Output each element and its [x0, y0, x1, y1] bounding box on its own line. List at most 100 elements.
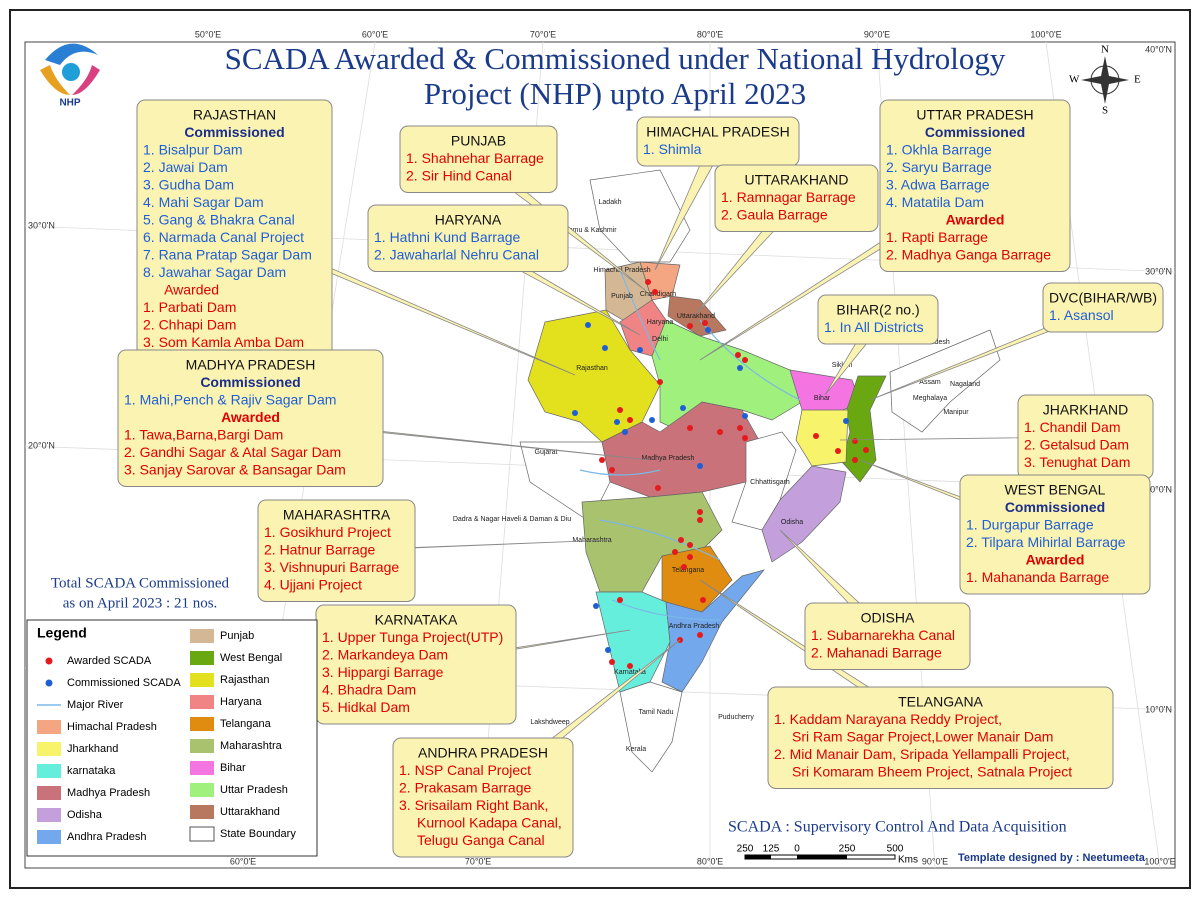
map-label: Delhi — [652, 336, 668, 343]
scale-label: 0 — [794, 844, 800, 855]
map-label: Punjab — [611, 293, 633, 300]
map-label: Chandigarh — [640, 291, 676, 298]
graticule-label: 50°0'E — [195, 29, 221, 39]
callout-item: 2. Mid Manair Dam, Sripada Yellampalli P… — [774, 746, 1070, 762]
group-heading: Commissioned — [184, 124, 284, 140]
callout-item: 1. In All Districts — [824, 319, 924, 335]
callout-title: KARNATAKA — [375, 612, 458, 628]
scale-label: 500 — [887, 844, 904, 855]
awarded-dot — [627, 663, 633, 669]
scale-label: 250 — [737, 844, 754, 855]
graticule-label: 90°0'E — [922, 856, 948, 866]
legend-label: Uttarakhand — [220, 806, 280, 818]
legend-swatch — [37, 786, 61, 800]
group-heading: Awarded — [946, 212, 1005, 228]
river — [579, 469, 661, 476]
compass-letter: S — [1102, 105, 1108, 117]
legend-label: Commissioned SCADA — [67, 677, 181, 689]
legend-label: State Boundary — [220, 828, 296, 840]
commissioned-dot — [602, 345, 608, 351]
callout-item: 1. Asansol — [1049, 307, 1114, 323]
map-label: Chhattisgarh — [750, 479, 790, 486]
awarded-dot — [609, 467, 615, 473]
callout-item: 4. Mahi Sagar Dam — [143, 194, 264, 210]
river — [599, 519, 721, 561]
awarded-dot — [717, 429, 723, 435]
map-label: Sikkim — [832, 362, 853, 369]
states — [519, 169, 1001, 773]
legend-label: Odisha — [67, 809, 103, 821]
callout: DVC(BIHAR/WB)1. Asansol — [1042, 282, 1164, 333]
callout-item: 2. Sir Hind Canal — [406, 168, 512, 184]
callout-item: 1. Mahi,Pench & Rajiv Sagar Dam — [124, 392, 336, 408]
graticule-label: 10°0'N — [1145, 704, 1172, 714]
graticule-label: 20°0'N — [28, 440, 55, 450]
awarded-dot — [835, 448, 841, 454]
callout-item: 1. Mahananda Barrage — [966, 569, 1109, 585]
scada-dots — [572, 279, 869, 669]
state-shape — [651, 319, 803, 433]
graticule-label: 40°0'N — [1145, 44, 1172, 54]
callout-box — [879, 99, 1071, 272]
group-heading: Commissioned — [200, 374, 300, 390]
legend-label: Bihar — [220, 762, 246, 774]
state-shape — [619, 681, 683, 773]
callout-item: 1. NSP Canal Project — [399, 762, 531, 778]
callout-box — [1042, 282, 1164, 333]
callout-item: Sri Komaram Bheem Project, Satnala Proje… — [792, 764, 1072, 780]
logo-wave — [45, 43, 98, 65]
awarded-dot — [627, 417, 633, 423]
callout-item: 1. Shahnehar Barrage — [406, 150, 544, 166]
legend-title: Legend — [37, 625, 87, 641]
logo-hand — [40, 65, 70, 95]
commissioned-dot — [622, 429, 628, 435]
graticule-label: 60°0'E — [362, 29, 388, 39]
awarded-dot — [700, 597, 706, 603]
callout-item: 3. Sanjay Sarovar & Bansagar Dam — [124, 462, 346, 478]
legend-swatch — [189, 826, 215, 842]
callout-item: 1. Upper Tunga Project(UTP) — [322, 629, 503, 645]
graticule-label: 100°0'E — [1030, 29, 1061, 39]
map-label: Tamil Nadu — [638, 709, 673, 716]
callout-item: 8. Jawahar Sagar Dam — [143, 264, 286, 280]
legend-label: Punjab — [220, 630, 254, 642]
map-label: Odisha — [781, 519, 803, 526]
callout: BIHAR(2 no.)1. In All Districts — [817, 294, 939, 345]
map-label: Kerala — [626, 746, 646, 753]
legend-swatch — [190, 629, 214, 643]
callout-item: 1. Ramnagar Barrage — [721, 189, 856, 205]
commissioned-dot — [742, 413, 748, 419]
awarded-dot — [702, 320, 708, 326]
legend-label: West Bengal — [220, 652, 282, 664]
map-label: Meghalaya — [913, 395, 947, 402]
legend-swatch — [190, 695, 214, 709]
awarded-dot — [609, 659, 615, 665]
awarded-dot — [652, 289, 658, 295]
callout-item: 1. Subarnarekha Canal — [811, 627, 955, 643]
map-label: Uttarakhand — [677, 313, 715, 320]
callout-box — [817, 294, 939, 345]
scale-label: 250 — [839, 844, 856, 855]
callout-item: 3. Gudha Dam — [143, 177, 234, 193]
callout-title: BIHAR(2 no.) — [836, 302, 919, 318]
callout-box — [767, 686, 1114, 789]
map-label: Andhra Pradesh — [669, 623, 720, 630]
callout-title: MADHYA PRADESH — [186, 357, 316, 373]
legend-label: Major River — [67, 699, 124, 711]
graticule-label: 90°0'E — [864, 29, 890, 39]
legend-swatch — [37, 742, 61, 756]
callout-item: 1. Okhla Barrage — [886, 142, 992, 158]
callout-item: Telugu Ganga Canal — [417, 832, 545, 848]
callout-item: 2. Tilpara Mihirlal Barrage — [966, 534, 1126, 550]
commissioned-dot — [737, 365, 743, 371]
legend-box — [26, 619, 318, 857]
legend-label: Himachal Pradesh — [67, 721, 157, 733]
map-label: Lakshdweep — [530, 719, 569, 726]
awarded-dot — [657, 379, 663, 385]
callout-item: 4. Ujjani Project — [264, 577, 362, 593]
legend-label: Haryana — [220, 696, 262, 708]
awarded-dot — [672, 549, 678, 555]
logo: NHP — [40, 43, 100, 109]
legend-label: Madhya Pradesh — [67, 787, 150, 799]
